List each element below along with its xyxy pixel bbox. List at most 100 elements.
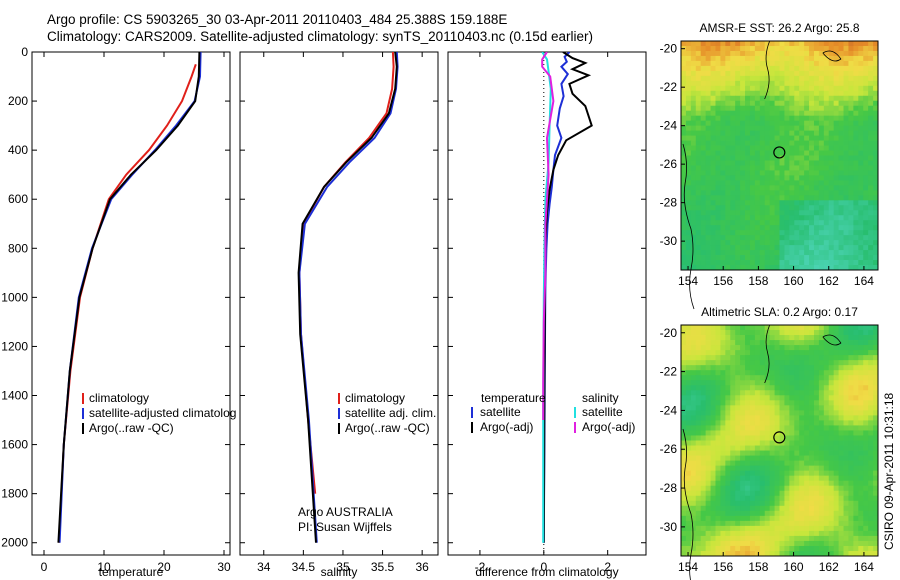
map-cell: [843, 425, 849, 431]
map-cell: [789, 230, 795, 236]
map-cell: [838, 445, 844, 451]
map-cell: [740, 380, 746, 386]
map-cell: [769, 410, 775, 416]
map-cell: [769, 550, 775, 557]
y-tick-label: 600: [8, 192, 28, 206]
map-cell: [745, 255, 751, 261]
map-cell: [848, 415, 854, 421]
map-cell: [794, 200, 800, 206]
map-cell: [690, 185, 697, 191]
map-cell: [754, 385, 761, 391]
map-cell: [700, 160, 707, 166]
map-cell: [858, 150, 864, 156]
map-cell: [740, 420, 746, 426]
map-cell: [700, 540, 707, 547]
map-cell: [843, 500, 849, 507]
map-cell: [764, 205, 771, 211]
map-cell: [705, 55, 711, 62]
map-cell: [705, 80, 711, 87]
map-cell: [749, 105, 756, 112]
map-cell: [690, 545, 697, 552]
map-cell: [784, 535, 790, 542]
map-cell: [809, 335, 815, 341]
map-cell: [681, 430, 687, 436]
map-cell: [843, 195, 849, 201]
map-cell: [725, 135, 731, 141]
map-cell: [705, 210, 711, 216]
map-cell: [715, 525, 721, 532]
map-cell: [720, 41, 726, 47]
map-cell: [681, 175, 687, 181]
map-cell: [745, 470, 751, 477]
map-cell: [784, 180, 790, 186]
map-cell: [828, 365, 835, 371]
map-cell: [799, 520, 805, 527]
map-cell: [843, 465, 849, 472]
map-cell: [685, 365, 692, 371]
map-cell: [695, 380, 702, 386]
map-cell: [769, 505, 775, 512]
map-cell: [863, 255, 869, 261]
map-cell: [720, 110, 726, 117]
map-cell: [784, 225, 790, 231]
map-cell: [700, 265, 707, 271]
map-cell: [725, 215, 731, 221]
map-cell: [715, 450, 721, 456]
map-cell: [843, 450, 849, 456]
map-cell: [715, 150, 721, 156]
map-cell: [828, 100, 835, 107]
x-tick-label: 34.5: [292, 560, 316, 574]
map-cell: [784, 385, 790, 391]
map-cell: [853, 120, 859, 127]
map-cell: [868, 110, 874, 117]
map-cell: [833, 485, 839, 492]
map-cell: [705, 550, 711, 557]
map-cell: [740, 465, 746, 472]
map-cell: [838, 165, 844, 171]
map-cell: [818, 225, 825, 231]
map-cell: [858, 450, 864, 456]
map-cell: [863, 225, 869, 231]
map-cell: [873, 345, 879, 351]
map-cell: [794, 355, 800, 361]
map-cell: [789, 120, 795, 127]
map-cell: [809, 235, 815, 241]
map-cell: [843, 150, 849, 156]
map-cell: [779, 245, 785, 251]
map-cell: [858, 510, 864, 517]
map-cell: [843, 545, 849, 552]
map-cell: [705, 255, 711, 261]
map-cell: [715, 545, 721, 552]
map-cell: [843, 110, 849, 117]
map-cell: [838, 195, 844, 201]
map-cell: [868, 230, 874, 236]
map-cell: [710, 475, 716, 482]
map-cell: [749, 530, 756, 537]
map-cell: [740, 115, 746, 122]
map-cell: [759, 75, 766, 82]
map-cell: [740, 360, 746, 366]
map-cell: [838, 345, 844, 351]
map-cell: [823, 405, 830, 411]
map-cell: [759, 70, 766, 77]
map-cell: [784, 375, 790, 381]
map-cell: [873, 355, 879, 361]
map-cell: [833, 465, 839, 472]
map-cell: [735, 85, 741, 92]
x-tick-label: 164: [854, 274, 874, 288]
map-cell: [838, 150, 844, 156]
map-cell: [804, 520, 810, 527]
map-cell: [774, 125, 780, 132]
map-cell: [769, 135, 775, 141]
map-cell: [863, 450, 869, 456]
map-cell: [828, 470, 835, 477]
map-cell: [720, 145, 726, 151]
map-cell: [764, 335, 771, 341]
map-cell: [710, 405, 716, 411]
map-cell: [828, 60, 835, 67]
map-cell: [809, 195, 815, 201]
map-cell: [828, 355, 835, 361]
map-cell: [735, 530, 741, 537]
map-cell: [754, 180, 761, 186]
map-cell: [843, 135, 849, 141]
